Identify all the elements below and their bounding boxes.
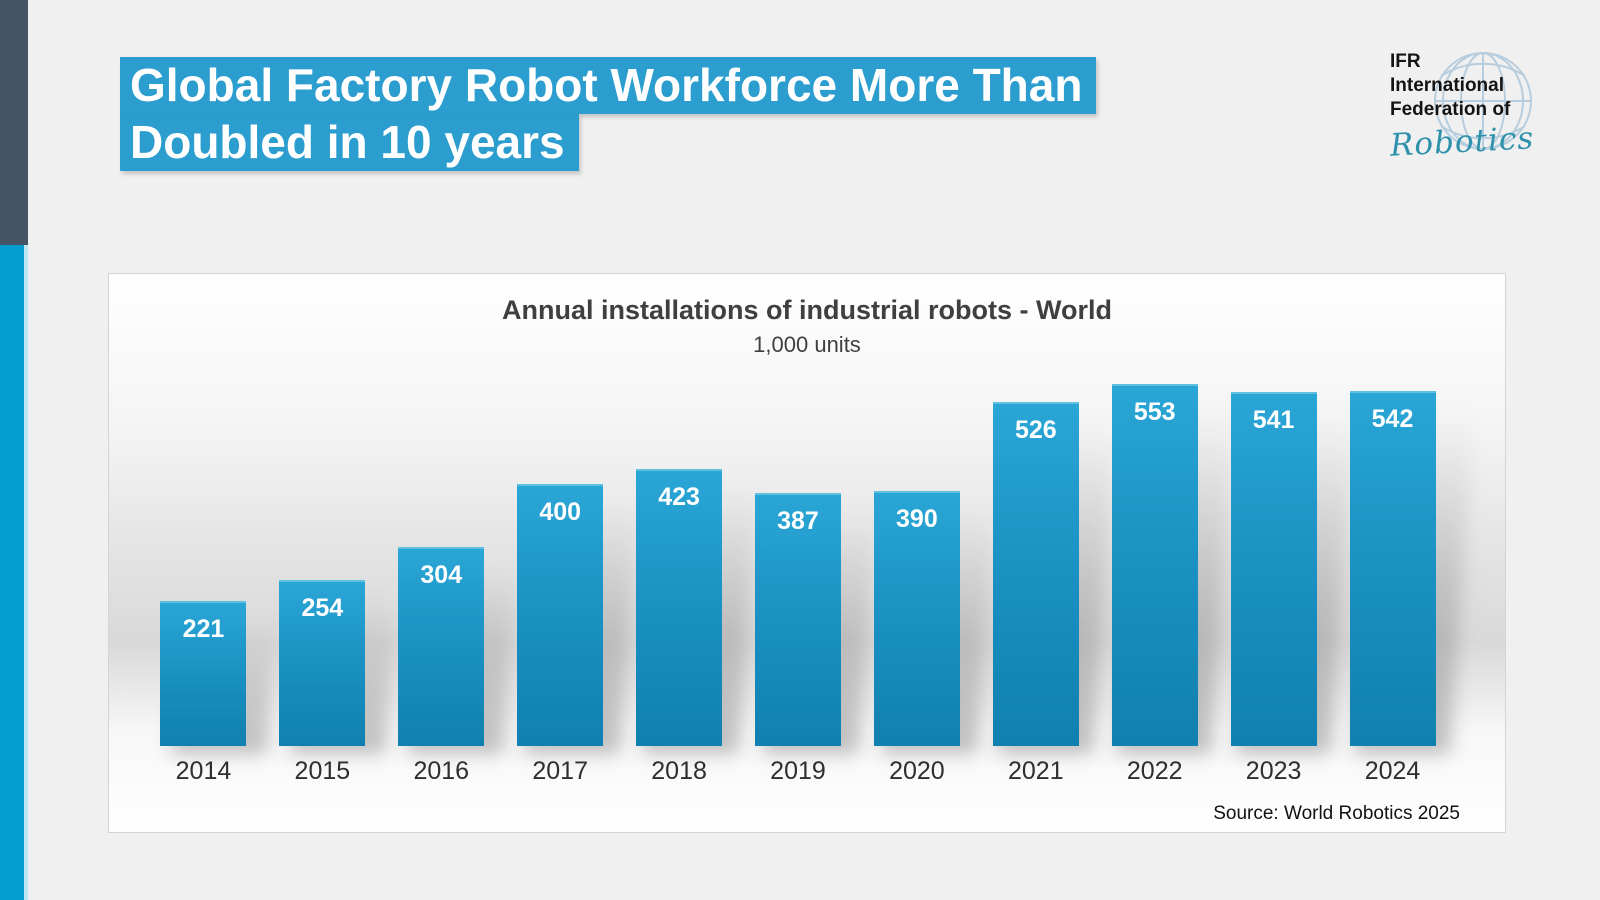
bar-value-label: 553 bbox=[1133, 398, 1176, 426]
bar-2019: 387 bbox=[754, 493, 841, 746]
bar-slot: 553 bbox=[1095, 384, 1214, 746]
left-accent-cyan-bar bbox=[0, 245, 28, 900]
year-label-2023: 2023 bbox=[1245, 757, 1302, 785]
slide-title-line2: Doubled in 10 years bbox=[120, 114, 579, 171]
bar-value-label: 221 bbox=[182, 615, 225, 643]
bar-2018: 423 bbox=[636, 469, 723, 746]
ifr-logo: IFR International Federation of Robotics bbox=[1389, 50, 1570, 175]
bar-slot: 387 bbox=[739, 493, 858, 746]
year-label-2014: 2014 bbox=[175, 757, 232, 785]
bar-2016: 304 bbox=[398, 547, 485, 746]
bar-slot: 304 bbox=[382, 547, 501, 746]
bar-slot: 526 bbox=[976, 402, 1095, 746]
year-label-2020: 2020 bbox=[889, 757, 945, 785]
year-label-2015: 2015 bbox=[294, 757, 351, 785]
bar-2015: 254 bbox=[279, 580, 366, 746]
chart-panel: Annual installations of industrial robot… bbox=[108, 273, 1506, 833]
year-label-2017: 2017 bbox=[532, 757, 588, 785]
bar-2023: 541 bbox=[1230, 392, 1317, 746]
logo-text-federation: Federation of bbox=[1390, 99, 1511, 120]
chart-title: Annual installations of industrial robot… bbox=[501, 295, 1112, 325]
year-label-2016: 2016 bbox=[413, 757, 470, 785]
bar-value-label: 400 bbox=[539, 498, 582, 526]
year-label-2021: 2021 bbox=[1007, 757, 1064, 785]
bar-value-label: 304 bbox=[420, 561, 463, 589]
bar-2022: 553 bbox=[1111, 384, 1198, 746]
globe-icon bbox=[1434, 52, 1532, 150]
bar-slot: 400 bbox=[501, 484, 620, 746]
slide-title-line1: Global Factory Robot Workforce More Than bbox=[120, 57, 1097, 114]
bars-row: 221 254 304 400 423 387 390 526 553 541 542 bbox=[144, 346, 1452, 746]
bar-value-label: 387 bbox=[777, 507, 819, 535]
bar-value-label: 526 bbox=[1014, 416, 1057, 444]
logo-text-international: International bbox=[1390, 75, 1505, 96]
source-note: Source: World Robotics 2025 bbox=[1213, 803, 1460, 824]
slide-title: Global Factory Robot Workforce More Than… bbox=[120, 57, 1097, 171]
bar-2024: 542 bbox=[1349, 391, 1436, 746]
bar-2020: 390 bbox=[873, 491, 960, 746]
bar-value-label: 542 bbox=[1371, 405, 1414, 433]
bar-value-label: 541 bbox=[1252, 406, 1295, 434]
year-label-2018: 2018 bbox=[651, 757, 707, 785]
bar-slot: 221 bbox=[144, 601, 263, 746]
bar-2014: 221 bbox=[160, 601, 247, 746]
year-label-2022: 2022 bbox=[1126, 757, 1183, 785]
year-label-2024: 2024 bbox=[1364, 757, 1421, 785]
bar-slot: 423 bbox=[620, 469, 739, 746]
bar-slot: 254 bbox=[263, 580, 382, 746]
bar-2021: 526 bbox=[992, 402, 1079, 746]
bar-slot: 390 bbox=[857, 491, 976, 746]
bar-slot: 541 bbox=[1214, 392, 1333, 746]
bar-value-label: 254 bbox=[301, 594, 344, 622]
logo-text-ifr: IFR bbox=[1390, 51, 1421, 72]
bar-2017: 400 bbox=[517, 484, 604, 746]
year-label-2019: 2019 bbox=[770, 757, 826, 785]
x-axis-labels: 2014 2015 2016 2017 2018 2019 2020 2021 2022 2023… bbox=[144, 757, 1452, 786]
bar-value-label: 423 bbox=[658, 483, 700, 511]
logo-script-robotics: Robotics bbox=[1389, 120, 1535, 164]
bar-value-label: 390 bbox=[896, 505, 938, 533]
bar-slot: 542 bbox=[1333, 391, 1452, 746]
chart-subtitle: 1,000 units bbox=[753, 332, 861, 357]
left-accent-dark-bar bbox=[0, 0, 28, 245]
